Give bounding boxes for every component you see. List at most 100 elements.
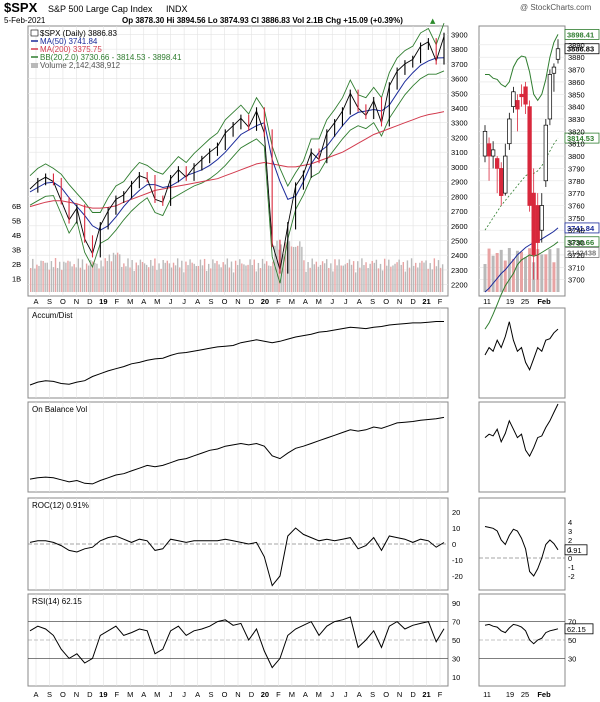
volume-bar [170,267,173,292]
volume-tick-label: 5B [12,217,21,226]
volume-bar [280,244,282,292]
zoom-roc-tick-label: -1 [568,563,575,572]
volume-bar [247,264,249,292]
volume-bar [90,260,92,292]
volume-bar [261,258,264,292]
zoom-tick-label: 3880 [568,53,585,62]
zoom-tick-label: 3800 [568,152,585,161]
zoom-volume-bar [495,252,499,292]
zoom-tick-label: 3710 [568,263,585,272]
ma50-line [29,57,445,231]
time-tick-label: D [87,690,93,699]
volume-bar [216,260,218,292]
zoom-tick-label: 3700 [568,276,585,285]
volume-bar [199,259,202,292]
volume-bar [208,263,210,292]
volume-bar [139,259,142,292]
tick-labels: 3900380037003600350034003300320031003000… [12,30,585,699]
zoom-volume-bar [499,249,503,292]
volume-bar [218,264,220,292]
zoom-roc-tag [564,544,588,556]
volume-bar [361,258,363,292]
zoom-volume-bar [503,260,507,292]
zoom-bb-lower-line [484,241,559,330]
volume-bar [299,241,301,292]
zoom-value-tag-label: 3741.84 [567,224,595,233]
zoom-volume-bar [487,248,491,292]
price-tick-label: 2400 [451,251,468,260]
zoom-tick-label: 3890 [568,41,585,50]
zoom-tick-label: 3840 [568,103,585,112]
volume-bar [433,258,436,292]
volume-bar [282,253,284,292]
volume-bar [183,272,185,292]
zoom-tick-label: 3720 [568,251,585,260]
volume-bar [212,259,214,292]
volume-tick-label: 3B [12,246,21,255]
zoom-value-tag-label: 3898.41 [567,30,594,39]
volume-bar [406,260,409,292]
volume-bar [297,245,299,292]
roc-tick-label: 0 [452,540,456,549]
zoom-candle-body [490,149,496,157]
time-tick-label: J [169,690,173,699]
volume-bar [112,252,115,292]
volume-bar [158,263,160,292]
price-tick-label: 3600 [451,75,468,84]
price-line [29,36,445,271]
volume-bar [332,271,334,292]
price-tick-label: 3800 [451,45,468,54]
time-tick-label: M [127,690,133,699]
zoom-roc-tick-label: 4 [568,518,572,527]
obv-line [29,416,445,485]
volume-bar [423,262,425,292]
volume-bar [404,271,407,292]
price-tick-label: 3100 [451,148,468,157]
time-tick-label: O [222,690,228,699]
volume-bar [71,266,73,292]
zoom-time-tick-label: 11 [483,297,491,306]
volume-bar [58,261,61,292]
volume-bar [245,265,247,292]
volume-bar [191,262,193,292]
volume-bar [363,265,365,292]
volume-bar [135,262,137,292]
time-tick-label: O [60,297,66,306]
volume-bar [92,261,94,292]
zoom-volume-bar [520,251,523,292]
legend-volume: Volume 2,142,438,912 [40,61,121,70]
volume-bar [342,265,344,292]
time-tick-label: A [357,297,362,306]
volume-bar [326,259,328,292]
watermark: @ StockCharts.com [520,3,592,12]
volume-bar [40,260,42,292]
volume-bar [408,267,411,292]
series-lines [28,22,448,669]
zoom-candle-body [499,168,504,196]
time-tick-label: S [370,297,375,306]
time-tick-label: O [60,690,66,699]
volume-bar [195,266,197,292]
volume-bar [255,271,258,292]
zoom-value-tag [564,132,600,144]
volume-bar [439,267,442,292]
zoom-candle-body [535,205,540,243]
volume-bar [328,267,330,292]
price-tick-label: 2200 [451,281,468,290]
zoom-tick-label: 3770 [568,189,585,198]
zoom-candle-body [543,124,548,182]
volume-bar [36,264,38,292]
time-tick-label: A [141,297,146,306]
volume-bar [311,258,313,292]
volume-bar [276,240,278,292]
volume-bar [110,261,113,292]
zoom-volume-bar [556,248,560,292]
volume-bar [150,259,152,292]
zoom-candle-body [486,143,492,157]
volume-bar [56,267,59,292]
time-tick-label: M [289,297,295,306]
legend-bb: BB(20,2.0) 3730.66 - 3814.53 - 3898.41 [40,53,182,62]
time-tick-label: A [195,297,200,306]
volume-bar [437,260,440,292]
volume-bars [30,240,444,292]
